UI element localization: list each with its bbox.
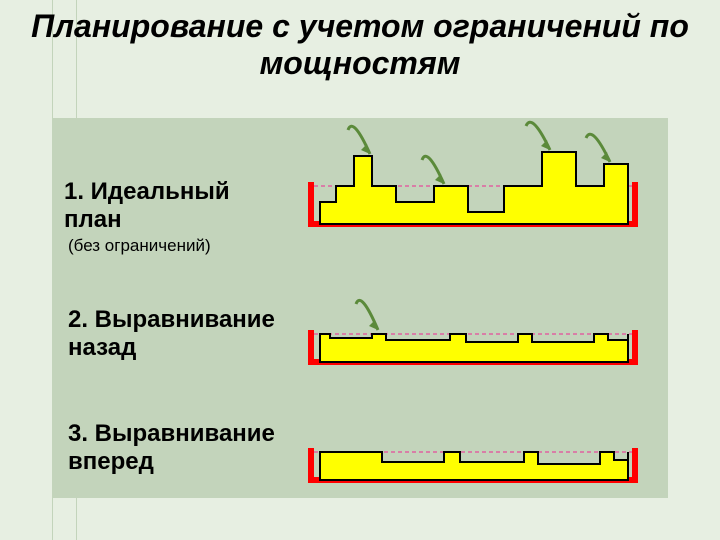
label-forward: 3. Выравнивание вперед xyxy=(68,420,278,475)
chart-backward xyxy=(308,290,638,378)
chart-forward xyxy=(308,408,638,496)
label-ideal-plan: 1. Идеальный план xyxy=(64,178,264,233)
chart-ideal xyxy=(308,142,638,230)
label-backward: 2. Выравнивание назад xyxy=(68,306,278,361)
label-ideal-sub: (без ограничений) xyxy=(68,236,211,256)
slide-root: Планирование с учетом ограничений по мощ… xyxy=(0,0,720,540)
slide-title: Планирование с учетом ограничений по мощ… xyxy=(0,8,720,82)
